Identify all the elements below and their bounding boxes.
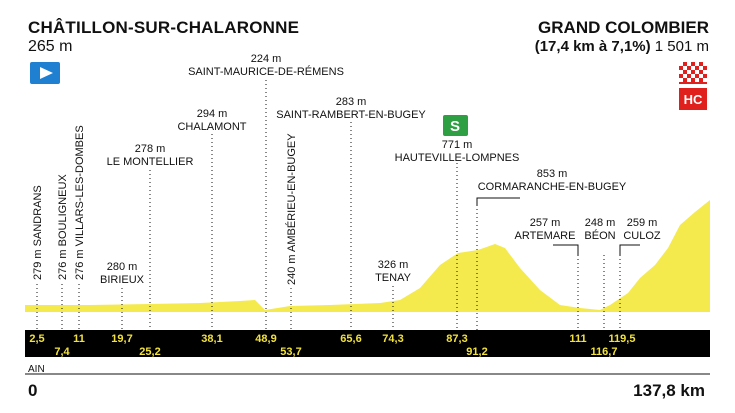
blue-start-flag-icon xyxy=(30,62,60,84)
km-artemare: 111 xyxy=(569,333,587,345)
point-label-amberieu: 240 m AMBÉRIEU-EN-BUGEY xyxy=(286,133,298,285)
point-label-culoz: 259 m CULOZ xyxy=(623,217,661,242)
point-label-bouligneux: 276 m BOULIGNEUX xyxy=(57,174,69,280)
km-le-montellier: 25,2 xyxy=(139,346,161,358)
point-label-chalamont: 294 m CHALAMONT xyxy=(177,108,247,133)
km-hauteville: 87,3 xyxy=(446,333,468,345)
checkered-finish-flag-icon xyxy=(679,62,707,84)
km-amberieu: 53,7 xyxy=(280,346,302,358)
finish-climb-info: (17,4 km à 7,1%) 1 501 m xyxy=(535,38,709,55)
finish-climb-stats: (17,4 km à 7,1%) xyxy=(534,38,651,55)
point-label-beon: 248 m BÉON xyxy=(584,217,616,242)
finish-town: GRAND COLOMBIER xyxy=(538,18,709,37)
leader-lines xyxy=(36,80,621,330)
point-label-tenay: 326 m TENAY xyxy=(375,259,411,284)
km-bouligneux: 7,4 xyxy=(54,346,70,358)
km-saint-maurice: 48,9 xyxy=(255,333,277,345)
point-label-saint-rambert: 283 m SAINT-RAMBERT-EN-BUGEY xyxy=(276,96,426,121)
distance-band xyxy=(25,330,710,357)
km-saint-rambert: 65,6 xyxy=(340,333,362,345)
km-villars: 11 xyxy=(73,333,85,345)
distance-start: 0 xyxy=(28,381,38,400)
elevation-profile xyxy=(25,200,710,312)
hc-category-badge: HC xyxy=(679,88,707,110)
point-label-sandrans: 279 m SANDRANS xyxy=(32,185,44,280)
km-cormaranche: 91,2 xyxy=(466,346,488,358)
point-label-cormaranche: 853 m CORMARANCHE-EN-BUGEY xyxy=(477,168,627,193)
km-birieux: 19,7 xyxy=(111,333,133,345)
point-label-hauteville: 771 m HAUTEVILLE-LOMPNES xyxy=(394,139,520,164)
km-chalamont: 38,1 xyxy=(201,333,223,345)
distance-total: 137,8 km xyxy=(633,381,705,400)
svg-text:S: S xyxy=(450,118,460,135)
leader-elbows xyxy=(476,197,640,255)
hc-label: HC xyxy=(684,92,703,107)
km-beon: 116,7 xyxy=(590,346,618,358)
point-label-birieux: 280 m BIRIEUX xyxy=(99,261,145,286)
km-sandrans: 2,5 xyxy=(29,333,45,345)
start-town: CHÂTILLON-SUR-CHALARONNE xyxy=(28,18,300,37)
finish-altitude: 1 501 m xyxy=(654,38,709,55)
point-label-saint-maurice: 224 m SAINT-MAURICE-DE-RÉMENS xyxy=(188,53,344,78)
point-label-villars: 276 m VILLARS-LES-DOMBES xyxy=(74,125,86,280)
km-tenay: 74,3 xyxy=(382,333,404,345)
region-label: AIN xyxy=(28,364,45,375)
green-sprint-s-icon: S xyxy=(443,115,468,136)
km-culoz: 119,5 xyxy=(608,333,636,345)
start-altitude: 265 m xyxy=(28,38,73,55)
point-label-le-montellier: 278 m LE MONTELLIER xyxy=(106,143,194,168)
point-label-artemare: 257 m ARTEMARE xyxy=(514,217,576,242)
